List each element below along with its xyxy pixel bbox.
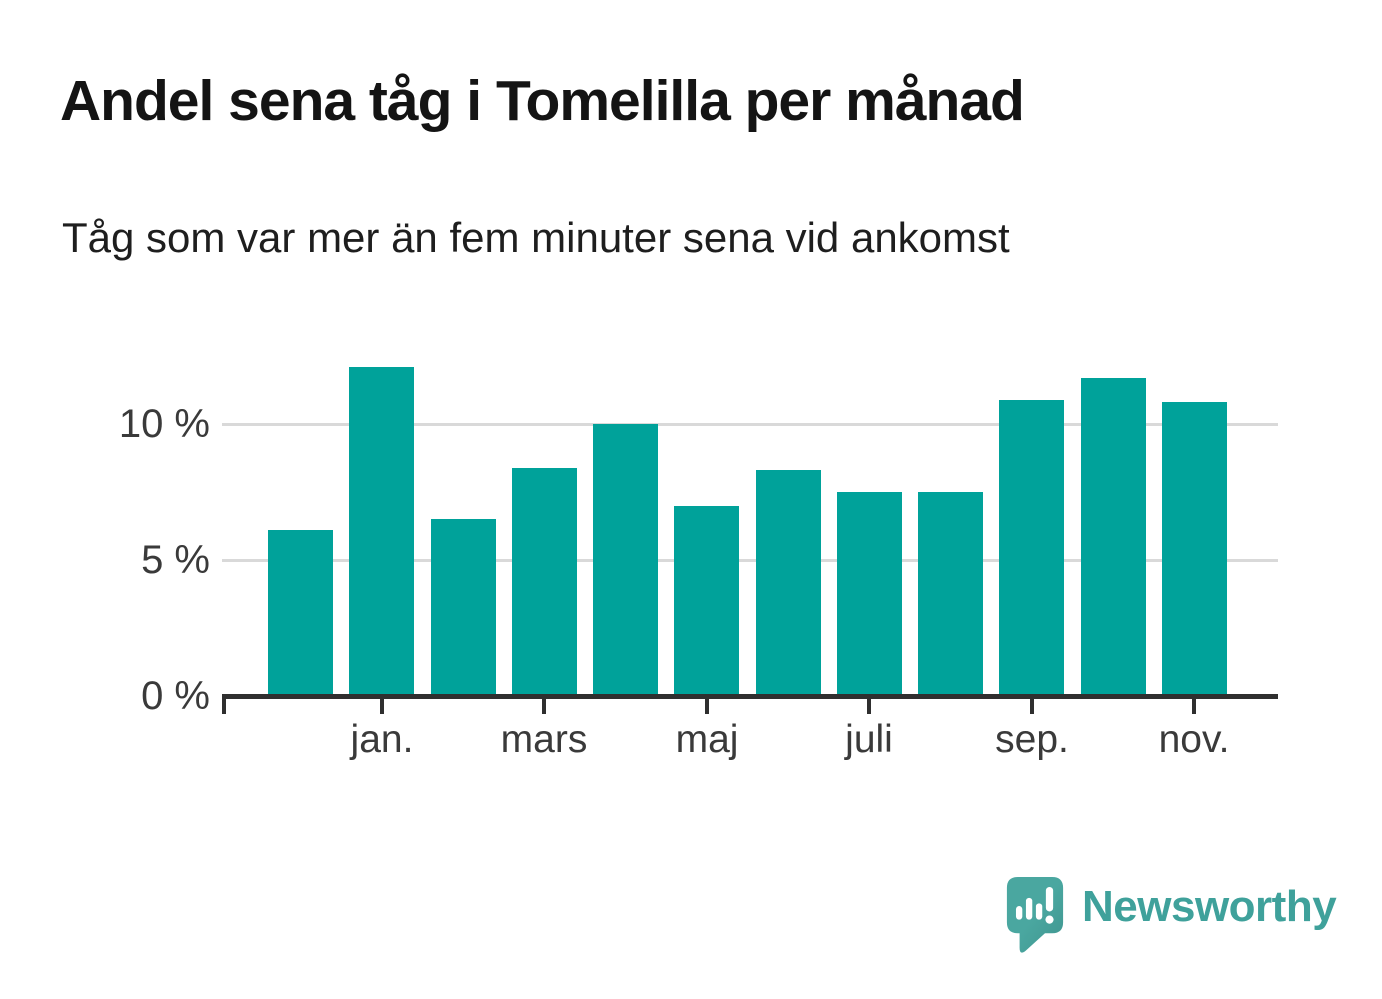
y-axis-label-0pct: 0 % bbox=[141, 674, 210, 718]
bar-month-9 bbox=[918, 492, 983, 696]
bar-month-1 bbox=[268, 530, 333, 696]
newsworthy-logo-icon bbox=[1006, 877, 1064, 953]
bar-mars bbox=[512, 468, 577, 696]
bar-jan. bbox=[349, 367, 414, 696]
bar-month-5 bbox=[593, 424, 658, 696]
x-axis-tick-3 bbox=[705, 699, 709, 714]
x-axis-tick-6 bbox=[1192, 699, 1196, 714]
y-axis-label-10pct: 10 % bbox=[118, 402, 210, 446]
bar-juli bbox=[837, 492, 902, 696]
x-axis-tick-2 bbox=[542, 699, 546, 714]
x-axis-label-nov: nov. bbox=[1158, 718, 1230, 761]
x-axis-label-juli: juli bbox=[845, 718, 893, 761]
bar-month-7 bbox=[756, 470, 821, 696]
bar-maj bbox=[674, 506, 739, 696]
x-axis-tick-0 bbox=[222, 699, 226, 714]
x-axis-label-jan: jan. bbox=[350, 718, 414, 761]
bar-month-11 bbox=[1081, 378, 1146, 696]
chart-title: Andel sena tåg i Tomelilla per månad bbox=[60, 69, 1025, 133]
y-axis-label-5pct: 5 % bbox=[141, 538, 210, 582]
x-axis-tick-5 bbox=[1030, 699, 1034, 714]
chart-subtitle: Tåg som var mer än fem minuter sena vid … bbox=[62, 214, 1010, 261]
gridline-5pct bbox=[222, 559, 1278, 562]
bar-nov. bbox=[1162, 402, 1227, 696]
x-axis-label-maj: maj bbox=[675, 718, 739, 761]
x-axis-label-sep: sep. bbox=[995, 718, 1069, 761]
bar-sep. bbox=[999, 400, 1064, 696]
x-axis-tick-1 bbox=[380, 699, 384, 714]
gridline-10pct bbox=[222, 423, 1278, 426]
x-axis-label-mars: mars bbox=[500, 718, 588, 761]
newsworthy-logo: Newsworthy bbox=[1006, 876, 1337, 956]
newsworthy-wordmark: Newsworthy bbox=[1082, 882, 1337, 931]
bar-month-3 bbox=[431, 519, 496, 696]
x-axis-line bbox=[222, 694, 1278, 699]
x-axis-tick-4 bbox=[867, 699, 871, 714]
